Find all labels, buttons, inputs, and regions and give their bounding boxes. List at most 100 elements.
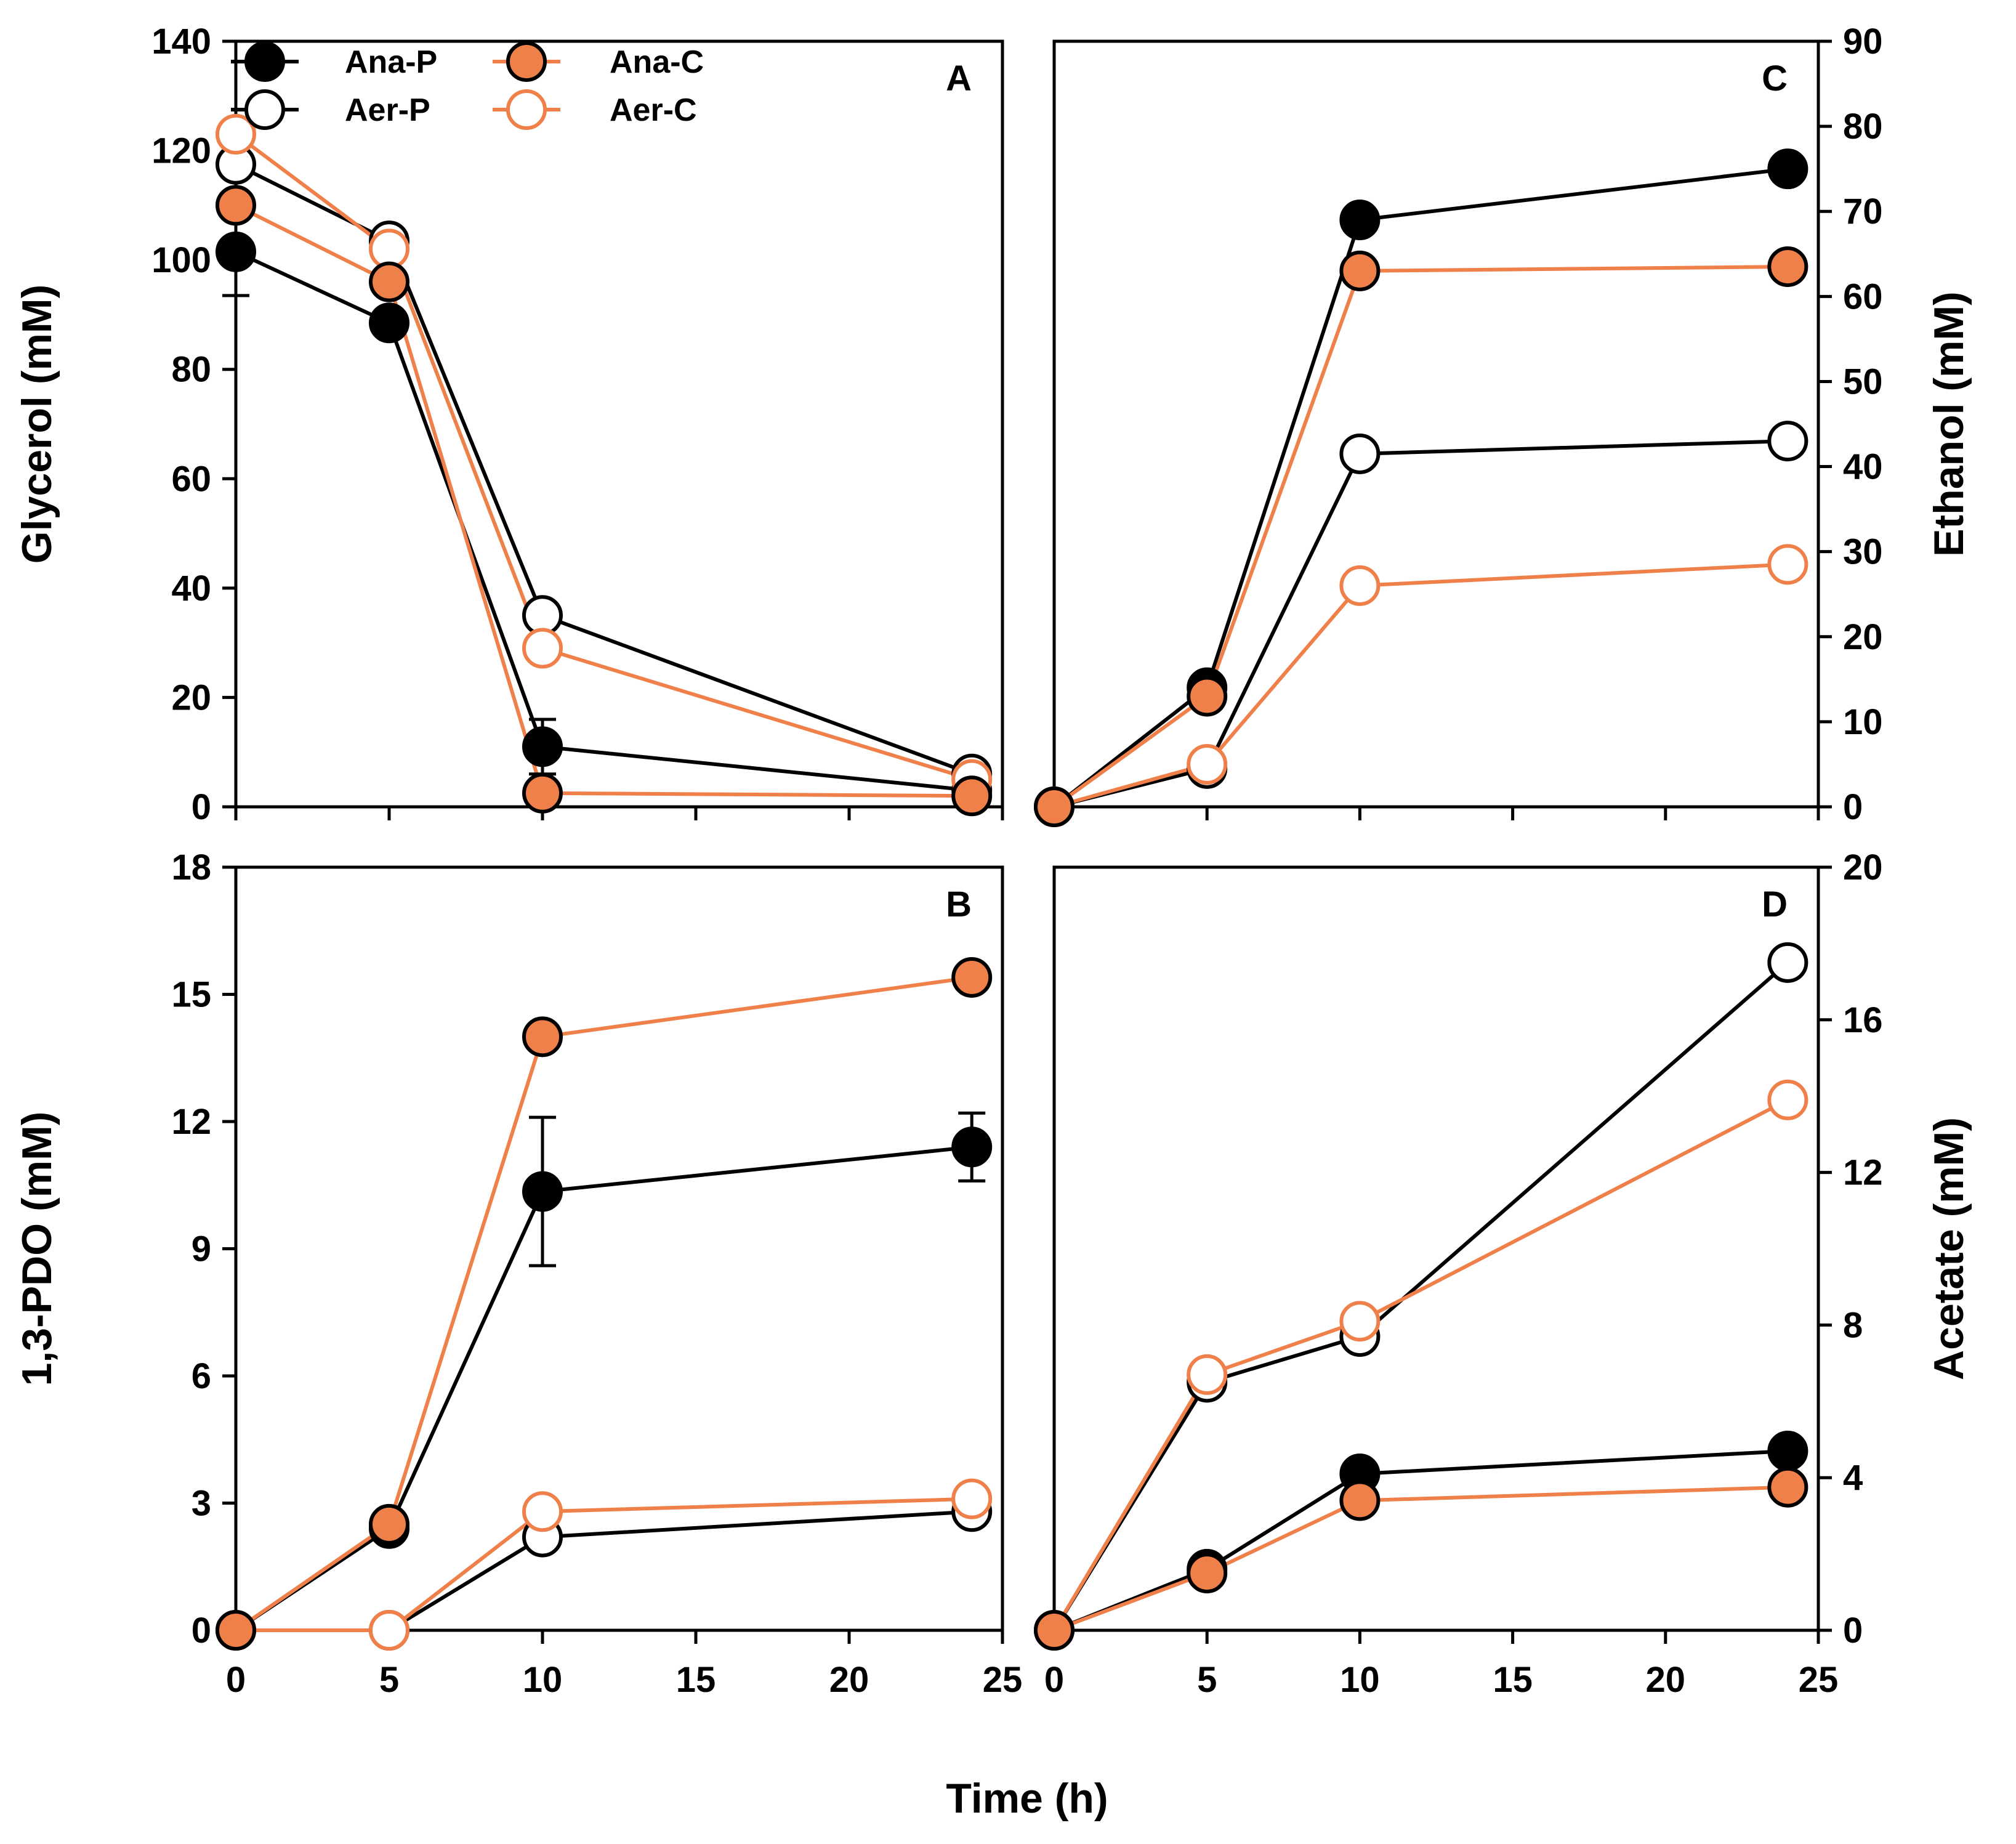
data-point-aer-c (522, 628, 563, 669)
panel-letter: D (1762, 884, 1788, 924)
data-point-ana-p (1339, 200, 1381, 241)
y-tick-label: 12 (171, 1102, 211, 1142)
legend-label: Ana-P (345, 44, 437, 80)
y-tick-label: 70 (1843, 192, 1883, 232)
data-point-ana-c (1339, 250, 1381, 291)
panel-a: 0 20 40 60 80 100 120 140 Glycerol (mM) A (14, 22, 1004, 827)
data-point-ana-c (522, 772, 563, 814)
legend-marker (506, 41, 547, 82)
legend-marker (506, 89, 547, 130)
series-line-ana-p (235, 250, 972, 793)
x-tick-label: 20 (1646, 1660, 1686, 1700)
y-axis-title: Acetate (mM) (1925, 1117, 1972, 1380)
data-point-aer-c (369, 1610, 409, 1651)
y-tick-label: 80 (1843, 107, 1883, 147)
data-point-ana-c (951, 956, 993, 998)
y-tick-label: 120 (151, 131, 211, 171)
series-line-aer-c (1054, 562, 1788, 809)
data-point-ana-p (951, 1126, 993, 1168)
y-tick-label: 20 (171, 677, 211, 718)
y-tick-label: 0 (1843, 1611, 1863, 1651)
x-tick-label: 15 (1493, 1660, 1533, 1700)
x-tick-label: 15 (676, 1660, 716, 1700)
y-tick-label: 9 (192, 1229, 211, 1269)
series-line-aer-p (1052, 961, 1789, 1632)
panel-b: 0 3 6 9 12 15 18 0 5 10 15 20 25 1,3-PDO (mM) B (14, 847, 1022, 1700)
series-line-ana-p (1053, 1449, 1788, 1632)
data-point-ana-p (369, 302, 409, 344)
data-point-ana-p (1767, 148, 1808, 190)
series-line-aer-p (236, 1510, 972, 1632)
data-point-ana-p (522, 726, 563, 767)
y-tick-label: 50 (1843, 362, 1883, 402)
y-tick-label: 40 (171, 568, 211, 609)
series-line-ana-p (1053, 167, 1788, 809)
series-line-aer-p (1054, 439, 1788, 809)
y-tick-label: 80 (171, 350, 211, 390)
series-line-ana-c (1053, 264, 1788, 809)
panel-letter: A (946, 59, 972, 99)
series-line-aer-p (235, 163, 973, 776)
data-point-aer-c (216, 113, 256, 155)
data-point-ana-c (951, 775, 993, 817)
x-tick-label: 0 (226, 1660, 246, 1700)
y-tick-label: 40 (1843, 447, 1883, 487)
series-line-ana-c (235, 975, 972, 1632)
series-line-ana-p (235, 1145, 972, 1632)
y-axis-title: Glycerol (mM) (14, 285, 60, 564)
legend-marker (244, 41, 285, 82)
data-point-aer-c (1187, 1354, 1228, 1395)
panel-d: 0 4 8 12 16 20 0 5 10 15 20 25 Acetate (mM) D (1034, 847, 1972, 1700)
data-point-ana-c (1034, 787, 1075, 827)
data-point-aer-c (1339, 565, 1381, 606)
y-tick-label: 0 (1843, 787, 1863, 827)
series-line-aer-c (1052, 1098, 1789, 1632)
plot-frame (1052, 39, 1820, 809)
panel-letter: B (946, 884, 972, 924)
y-axis-title: Ethanol (mM) (1925, 291, 1972, 557)
y-tick-label: 0 (192, 787, 211, 827)
series-line-aer-c (235, 132, 973, 782)
x-tick-label: 10 (1340, 1660, 1380, 1700)
legend-marker (244, 89, 285, 130)
x-tick-label: 25 (983, 1660, 1023, 1700)
x-tick-label: 5 (379, 1660, 399, 1700)
series-line-aer-c (236, 1497, 972, 1632)
data-point-aer-c (1187, 743, 1228, 785)
y-tick-label: 12 (1843, 1153, 1883, 1193)
data-point-ana-c (369, 1503, 409, 1545)
data-point-ana-p (522, 1171, 563, 1212)
y-tick-label: 60 (1843, 277, 1883, 317)
x-axis-title: Time (h) (946, 1775, 1108, 1822)
panel-letter: C (1762, 59, 1788, 99)
y-tick-label: 20 (1843, 617, 1883, 657)
plot-frame (1052, 865, 1820, 1632)
data-point-ana-c (1767, 246, 1808, 287)
data-point-ana-c (1767, 1466, 1808, 1508)
data-point-aer-c (1767, 544, 1808, 585)
y-tick-label: 30 (1843, 532, 1883, 572)
plot-frame (234, 39, 1004, 809)
y-tick-label: 0 (192, 1611, 211, 1651)
x-tick-label: 5 (1197, 1660, 1217, 1700)
data-point-ana-c (522, 1016, 563, 1057)
legend-label: Aer-C (610, 92, 697, 128)
y-tick-label: 20 (1843, 847, 1883, 888)
y-tick-label: 8 (1843, 1305, 1863, 1345)
y-tick-label: 90 (1843, 22, 1883, 62)
data-point-aer-c (1339, 1301, 1381, 1342)
data-point-ana-c (1034, 1610, 1075, 1651)
data-point-aer-c (951, 1478, 993, 1519)
data-point-ana-c (216, 1610, 256, 1651)
y-tick-label: 100 (151, 240, 211, 280)
data-point-ana-c (1187, 676, 1228, 717)
legend-label: Aer-P (345, 92, 430, 128)
series-line-ana-c (235, 203, 972, 798)
x-tick-label: 20 (829, 1660, 869, 1700)
y-tick-label: 16 (1843, 1000, 1883, 1040)
data-point-aer-c (522, 1491, 563, 1532)
y-tick-label: 15 (171, 975, 211, 1015)
data-point-aer-p (1767, 421, 1808, 462)
